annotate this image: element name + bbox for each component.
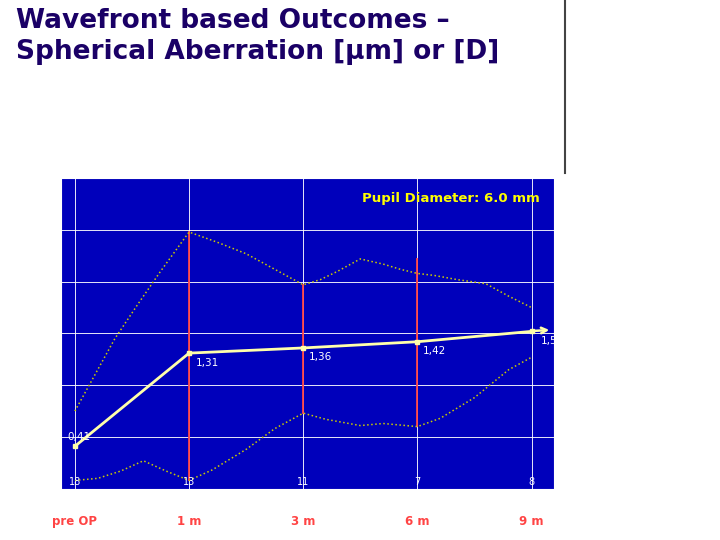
Text: 3 m: 3 m: [291, 515, 315, 528]
Text: 1 m: 1 m: [177, 515, 202, 528]
Text: 7: 7: [414, 477, 420, 488]
Text: 1,52: 1,52: [541, 336, 564, 346]
Text: 8: 8: [528, 477, 535, 488]
Text: 1,36: 1,36: [309, 353, 332, 362]
Text: 1,42: 1,42: [423, 346, 446, 356]
Text: 11: 11: [297, 477, 310, 488]
Text: pre OP: pre OP: [53, 515, 97, 528]
Text: 18: 18: [69, 477, 81, 488]
Text: 13: 13: [183, 477, 195, 488]
Text: Datex-aph: Datex-aph: [572, 347, 580, 394]
Text: 6 m: 6 m: [405, 515, 430, 528]
Text: 9 m: 9 m: [519, 515, 544, 528]
Text: Pupil Diameter: 6.0 mm: Pupil Diameter: 6.0 mm: [362, 192, 539, 205]
Text: 1,31: 1,31: [196, 357, 219, 368]
Text: Wavefront based Outcomes –
Spherical Aberration [µm] or [D]: Wavefront based Outcomes – Spherical Abe…: [17, 8, 500, 65]
Text: 0,41: 0,41: [67, 432, 90, 442]
